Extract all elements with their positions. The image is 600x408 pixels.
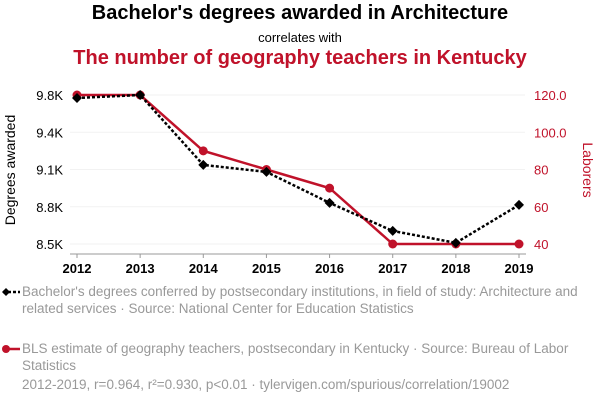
point-degrees: [135, 90, 146, 100]
point-teachers: [325, 183, 335, 193]
point-teachers: [388, 239, 398, 249]
y-tick-label: 9.4K: [36, 125, 63, 140]
y-tick-label: 9.1K: [36, 163, 63, 178]
x-tick-label: 2018: [441, 261, 470, 276]
x-tick-label: 2015: [252, 261, 281, 276]
point-degrees: [324, 197, 335, 208]
y-right-axis-label: Laborers: [580, 142, 596, 197]
legend-item-degrees: Bachelor's degrees conferred by postseco…: [22, 283, 582, 317]
footer-stats: 2012-2019, r=0.964, r²=0.930, p<0.01 · t…: [22, 377, 510, 392]
point-degrees: [450, 237, 461, 248]
y-right-tick-label: 60: [534, 200, 548, 215]
legend-label: Bachelor's degrees conferred by postseco…: [22, 284, 578, 316]
x-tick-label: 2016: [315, 261, 344, 276]
point-degrees: [387, 225, 398, 236]
y-tick-label: 9.8K: [36, 88, 63, 103]
chart-subtitle: correlates with: [258, 30, 342, 45]
x-tick-label: 2012: [63, 261, 92, 276]
legend-label: BLS estimate of geography teachers, post…: [22, 341, 569, 373]
point-teachers: [514, 239, 524, 249]
point-degrees: [198, 159, 209, 170]
y-right-tick-label: 40: [534, 237, 548, 252]
y-tick-label: 8.5K: [36, 237, 63, 252]
point-degrees: [514, 199, 524, 210]
y-axis-label: Degrees awarded: [2, 115, 18, 226]
x-tick-label: 2019: [505, 261, 534, 276]
x-tick-label: 2017: [378, 261, 407, 276]
point-degrees: [72, 92, 82, 103]
legend-item-teachers: BLS estimate of geography teachers, post…: [22, 340, 582, 374]
legend-marker-degrees: [2, 288, 10, 296]
x-tick-label: 2014: [189, 261, 219, 276]
y-right-tick-label: 80: [534, 163, 548, 178]
y-right-tick-label: 120.0: [534, 88, 567, 103]
series-line-degrees: [76, 93, 520, 245]
x-tick-label: 2013: [126, 261, 155, 276]
point-teachers: [198, 146, 208, 156]
chart-title: Bachelor's degrees awarded in Architectu…: [91, 2, 509, 24]
point-degrees: [261, 166, 272, 177]
y-right-tick-label: 100.0: [534, 125, 567, 140]
series-line-teachers: [77, 93, 519, 246]
chart-title-2: The number of geography teachers in Kent…: [73, 47, 527, 69]
legend-marker-teachers: [2, 345, 10, 353]
y-tick-label: 8.8K: [36, 200, 63, 215]
